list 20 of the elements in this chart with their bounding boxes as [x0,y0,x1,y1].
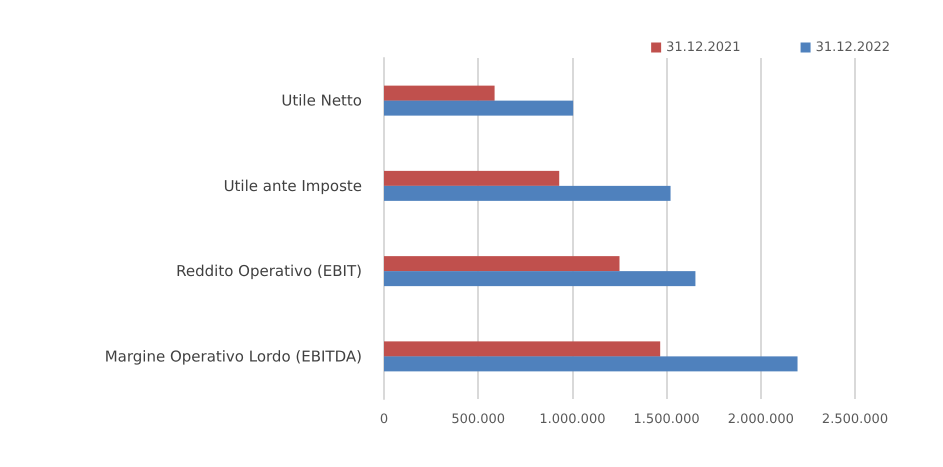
y-tick-label: Utile ante Imposte [224,176,362,195]
bar [384,356,798,372]
bar [384,186,671,201]
legend-label: 31.12.2021 [666,40,741,55]
bar [384,86,495,101]
x-tick-label: 0 [380,412,388,427]
y-tick-label: Reddito Operativo (EBIT) [176,262,362,280]
bar [384,170,560,186]
bar [384,271,696,286]
y-tick-label: Utile Netto [281,92,362,110]
bar [384,100,574,116]
bar [384,341,660,356]
x-tick-label: 1.000.000 [539,412,606,427]
x-tick-label: 2.000.000 [728,412,794,427]
legend-label: 31.12.2022 [816,40,890,55]
bar [384,256,620,272]
x-tick-label: 1.500.000 [634,412,700,427]
y-tick-label: Margine Operativo Lordo (EBITDA) [104,347,362,366]
x-tick-label: 2.500.000 [822,412,888,427]
x-tick-label: 500.000 [451,412,506,427]
